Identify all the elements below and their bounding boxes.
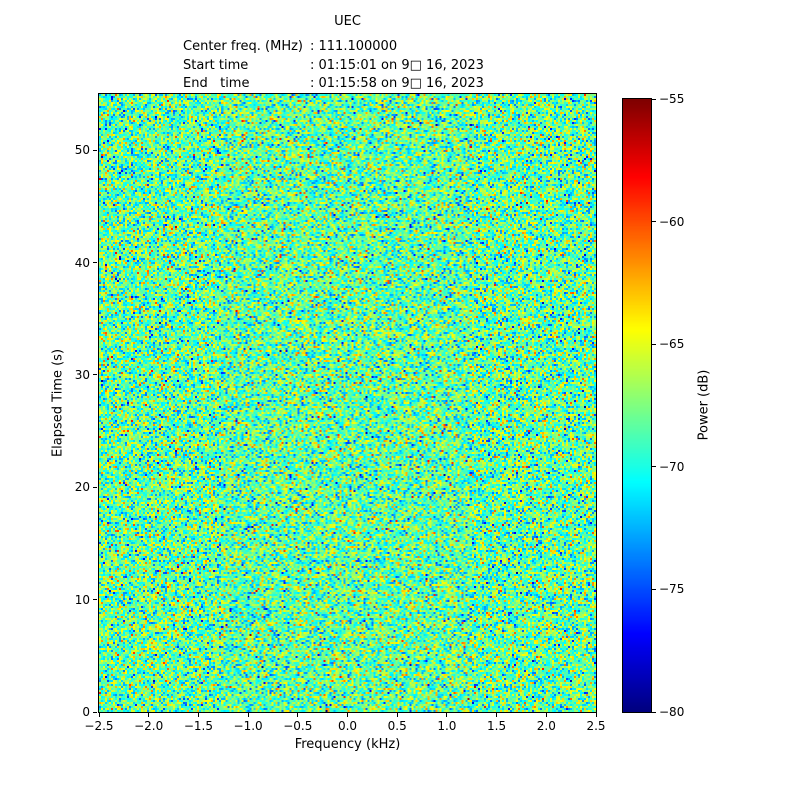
colorbar-tick-label: −70 bbox=[659, 459, 685, 474]
header-label: Center freq. (MHz) bbox=[183, 39, 303, 54]
x-tick bbox=[98, 713, 100, 717]
x-tick bbox=[247, 713, 249, 717]
y-tick-label: 0 bbox=[82, 705, 90, 719]
x-tick-label: −0.5 bbox=[283, 719, 313, 733]
x-tick-label: −2.5 bbox=[84, 719, 114, 733]
colorbar-tick bbox=[652, 466, 656, 468]
x-tick-label: −1.5 bbox=[183, 719, 213, 733]
colorbar-tick bbox=[652, 588, 656, 590]
x-axis-label: Frequency (kHz) bbox=[294, 737, 401, 752]
header-line-center-freq: Center freq. (MHz) : 111.100000 bbox=[183, 38, 484, 57]
header-value: : 111.100000 bbox=[310, 39, 398, 54]
y-tick-label: 30 bbox=[74, 367, 90, 382]
y-tick-label: 50 bbox=[74, 143, 90, 158]
chart-header: Center freq. (MHz) : 111.100000 Start tim… bbox=[183, 38, 484, 94]
chart-title: UEC bbox=[334, 14, 361, 29]
spectrogram-heatmap-canvas bbox=[99, 94, 596, 712]
plot-frame bbox=[98, 93, 597, 713]
x-tick-label: −2.0 bbox=[134, 719, 164, 733]
header-label: Start time bbox=[183, 57, 249, 73]
y-tick bbox=[93, 711, 97, 713]
colorbar-tick-label: −65 bbox=[659, 337, 685, 352]
colorbar-tick bbox=[652, 343, 656, 345]
x-tick bbox=[396, 713, 398, 717]
x-tick bbox=[347, 713, 348, 717]
x-tick bbox=[197, 713, 199, 717]
x-tick bbox=[496, 713, 498, 717]
header-line-start-time: Start time : 01:15:01 on 9□ 16, 2023 bbox=[183, 57, 484, 76]
y-tick-label: 40 bbox=[74, 255, 90, 270]
x-tick-label: 1.0 bbox=[437, 719, 457, 733]
x-tick-label: 0.0 bbox=[337, 719, 358, 733]
colorbar-label: Power (dB) bbox=[696, 369, 712, 441]
colorbar-tick-label: −55 bbox=[659, 92, 685, 106]
x-tick-label: 2.0 bbox=[536, 719, 556, 733]
header-line-end-time: End time : 01:15:58 on 9□ 16, 2023 bbox=[183, 75, 484, 94]
colorbar-gradient-canvas bbox=[623, 99, 651, 712]
colorbar-tick-label: −75 bbox=[659, 582, 685, 597]
x-tick bbox=[446, 713, 448, 717]
colorbar-tick-label: −80 bbox=[659, 705, 685, 719]
colorbar-tick-label: −60 bbox=[659, 214, 685, 229]
colorbar-frame bbox=[622, 98, 652, 713]
y-tick bbox=[93, 486, 97, 488]
y-tick bbox=[93, 149, 97, 151]
x-tick bbox=[545, 713, 547, 717]
header-label: End time bbox=[183, 76, 250, 91]
x-tick bbox=[297, 713, 299, 717]
header-value: : 01:15:01 on 9□ 16, 2023 bbox=[310, 57, 484, 73]
colorbar-tick bbox=[652, 221, 656, 223]
y-axis-label: Elapsed Time (s) bbox=[50, 348, 66, 458]
x-tick bbox=[148, 713, 150, 717]
x-tick-label: 1.5 bbox=[487, 719, 507, 733]
x-tick-label: 0.5 bbox=[387, 719, 407, 733]
colorbar-tick bbox=[652, 98, 656, 100]
header-value: : 01:15:58 on 9□ 16, 2023 bbox=[310, 76, 484, 91]
colorbar-tick bbox=[652, 711, 656, 713]
y-tick bbox=[93, 599, 97, 601]
y-tick-label: 20 bbox=[74, 480, 90, 495]
y-tick bbox=[93, 262, 97, 264]
x-tick-label: 2.5 bbox=[586, 719, 606, 733]
x-tick-label: −1.0 bbox=[233, 719, 263, 733]
x-tick bbox=[595, 713, 597, 717]
y-tick-label: 10 bbox=[74, 592, 90, 607]
y-tick bbox=[93, 374, 97, 376]
